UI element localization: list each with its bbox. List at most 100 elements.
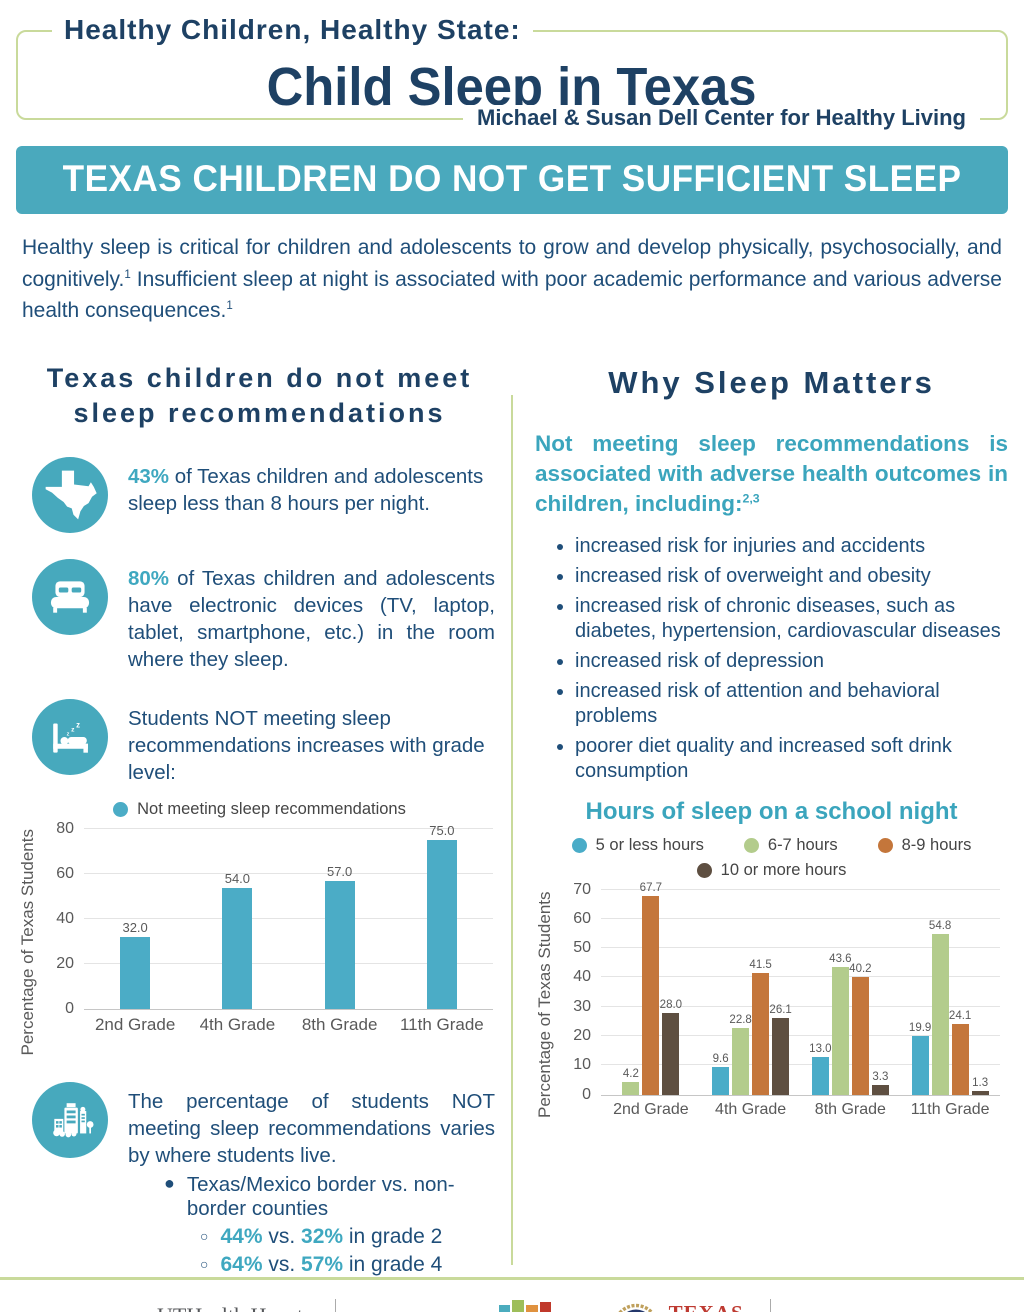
bar-group: 32.0 bbox=[84, 829, 186, 1010]
y-tick-label: 0 bbox=[582, 1085, 591, 1103]
bullet-circle: ○ bbox=[200, 1227, 209, 1244]
y-tick-label: 60 bbox=[573, 909, 591, 927]
y-tick-label: 70 bbox=[573, 880, 591, 898]
bar-value-label: 26.1 bbox=[769, 1004, 792, 1017]
stat-row-where: The percentage of students NOT meeting s… bbox=[32, 1081, 495, 1277]
bar: 40.2 bbox=[849, 963, 872, 1095]
hhs-logo: ★ TEXAS Health and HumanServices Texas D… bbox=[612, 1298, 924, 1312]
y-tick-label: 40 bbox=[56, 910, 74, 928]
intro-paragraph: Healthy sleep is critical for children a… bbox=[22, 236, 1002, 322]
svg-text:z: z bbox=[71, 726, 75, 733]
y-tick-label: 80 bbox=[56, 820, 74, 838]
legend-row: 5 or less hours 6-7 hours 8-9 hours bbox=[535, 836, 1008, 855]
svg-text:z: z bbox=[76, 720, 80, 729]
left-column: Texas children do not meet sleep recomme… bbox=[10, 343, 511, 1277]
grade-bar-chart: Not meeting sleep recommendations Percent… bbox=[18, 800, 501, 1056]
y-tick-label: 60 bbox=[56, 865, 74, 883]
right-subheading: Not meeting sleep recommendations is ass… bbox=[535, 430, 1008, 517]
bar-value-label: 54.0 bbox=[224, 870, 251, 886]
legend-label: Not meeting sleep recommendations bbox=[137, 800, 406, 819]
bar-group: 54.0 bbox=[186, 829, 288, 1010]
header-box: Healthy Children, Healthy State: Child S… bbox=[16, 14, 1008, 131]
plot-area: 0 10 20 30 40 50 60 70 4.2 67.7 28.0 9.6 22.8 41.5 26.… bbox=[573, 881, 1000, 1103]
legend-item: 6-7 hours bbox=[743, 835, 838, 855]
bar: 57.0 bbox=[324, 864, 355, 1010]
list-item: increased risk of overweight and obesity bbox=[575, 564, 1002, 589]
legend-label: 8-9 hours bbox=[901, 835, 972, 854]
logo-separator bbox=[335, 1298, 337, 1312]
left-heading: Texas children do not meet sleep recomme… bbox=[46, 362, 473, 428]
citation-2: 1 bbox=[226, 300, 233, 312]
legend-item: 5 or less hours bbox=[571, 836, 704, 855]
right-heading: Why Sleep Matters bbox=[608, 364, 935, 400]
bar: 1.3 bbox=[971, 1077, 989, 1095]
x-tick-label: 11th Grade bbox=[910, 1100, 990, 1118]
bar-value-label: 28.0 bbox=[659, 998, 683, 1011]
legend-dot-icon bbox=[113, 802, 129, 818]
gridline bbox=[84, 918, 493, 920]
stat-text-43: 43% of Texas children and adolescents sl… bbox=[128, 464, 484, 515]
legend-dot-icon bbox=[877, 837, 893, 853]
stat-row-grade: z z z Students NOT meeting sleep recomme… bbox=[32, 698, 495, 786]
legend-dot-icon bbox=[571, 837, 587, 853]
bar: 54.8 bbox=[929, 920, 951, 1095]
bar: 41.5 bbox=[749, 959, 772, 1095]
svg-text:z: z bbox=[67, 731, 70, 737]
bar-value-label: 57.0 bbox=[326, 863, 353, 879]
list-item: increased risk of depression bbox=[575, 649, 1002, 674]
bar-value-label: 3.3 bbox=[872, 1070, 889, 1083]
gridline bbox=[601, 947, 1000, 949]
health-outcomes-list: increased risk for injuries and accident… bbox=[559, 534, 1008, 784]
bar: 32.0 bbox=[120, 920, 151, 1010]
uthealth-name: UTHealth Houston bbox=[157, 1303, 325, 1312]
gridline bbox=[84, 963, 493, 965]
bar-group: 19.9 54.8 24.1 1.3 bbox=[900, 890, 1000, 1095]
plot-area: 0 20 40 60 80 32.0 54.0 57.0 75.0 bbox=[56, 820, 493, 1017]
bar-value-label: 4.2 bbox=[622, 1068, 639, 1081]
header-subtitle: Michael & Susan Dell Center for Healthy … bbox=[463, 105, 980, 131]
hours-bar-chart: Hours of sleep on a school night 5 or les… bbox=[535, 798, 1008, 1119]
bar-value-label: 40.2 bbox=[849, 962, 872, 975]
bar-value-label: 32.0 bbox=[122, 920, 148, 936]
legend-label: 6-7 hours bbox=[767, 835, 838, 854]
gridline bbox=[601, 1035, 1000, 1037]
where-sub-bullet-1: ○ 44% vs. 32% in grade 2 bbox=[200, 1224, 443, 1248]
banner: TEXAS CHILDREN DO NOT GET SUFFICIENT SLE… bbox=[16, 146, 1008, 214]
bar: 54.0 bbox=[222, 871, 253, 1010]
x-tick-label: 2nd Grade bbox=[94, 1015, 176, 1035]
y-tick-label: 10 bbox=[573, 1056, 591, 1074]
gridline bbox=[601, 1064, 1000, 1066]
chart-title: Hours of sleep on a school night bbox=[585, 797, 958, 825]
legend-row: 10 or more hours bbox=[535, 861, 1008, 880]
svg-text:P: P bbox=[514, 1310, 523, 1312]
bar: 75.0 bbox=[426, 823, 457, 1010]
bar-value-label: 13.0 bbox=[809, 1042, 832, 1055]
span-logo: S P A N Texas School Physical Activity a… bbox=[486, 1296, 573, 1312]
y-tick-label: 30 bbox=[573, 997, 591, 1015]
x-tick-label: 8th Grade bbox=[814, 1100, 886, 1118]
stat-row-texas: 43% of Texas children and adolescents sl… bbox=[32, 456, 495, 533]
where-bullets: ● Texas/Mexico border vs. non-border coun… bbox=[128, 1173, 495, 1277]
bar-group: 9.6 22.8 41.5 26.1 bbox=[701, 890, 801, 1095]
bullet-circle: ○ bbox=[200, 1255, 209, 1272]
bar-group: 13.0 43.6 40.2 3.3 bbox=[801, 890, 901, 1095]
stat-text-80: 80% of Texas children and adolescents ha… bbox=[128, 566, 495, 671]
bar: 24.1 bbox=[949, 1010, 971, 1095]
bar: 19.9 bbox=[909, 1022, 931, 1095]
chart-legend: Not meeting sleep recommendations bbox=[18, 800, 501, 819]
gridline bbox=[601, 976, 1000, 978]
bar-value-label: 1.3 bbox=[972, 1076, 989, 1089]
stat-text-grade: Students NOT meeting sleep recommendatio… bbox=[128, 706, 485, 784]
bar-value-label: 54.8 bbox=[928, 920, 952, 933]
gridline bbox=[601, 888, 1000, 890]
gridline bbox=[601, 917, 1000, 919]
bar: 67.7 bbox=[640, 882, 662, 1095]
legend-label: 10 or more hours bbox=[720, 860, 847, 879]
legend-item: 8-9 hours bbox=[877, 835, 972, 855]
bar-group: 57.0 bbox=[289, 829, 391, 1010]
gridline bbox=[84, 828, 493, 830]
legend-dot-icon bbox=[696, 862, 712, 878]
bar: 9.6 bbox=[712, 1053, 730, 1095]
bar-value-label: 19.9 bbox=[908, 1022, 932, 1035]
bar-value-label: 75.0 bbox=[429, 823, 455, 839]
